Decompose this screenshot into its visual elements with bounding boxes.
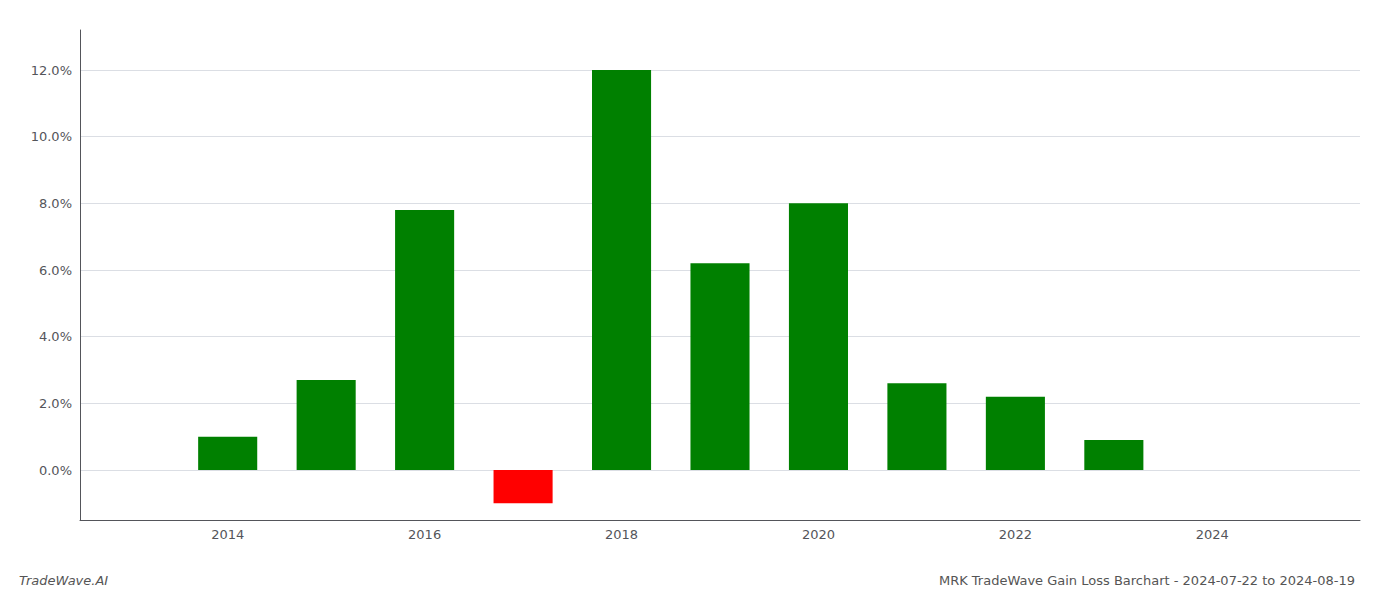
svg-text:8.0%: 8.0% xyxy=(39,196,72,211)
svg-text:2.0%: 2.0% xyxy=(39,396,72,411)
svg-text:MRK TradeWave Gain Loss Barcha: MRK TradeWave Gain Loss Barchart - 2024-… xyxy=(939,573,1355,588)
svg-text:0.0%: 0.0% xyxy=(39,463,72,478)
svg-text:6.0%: 6.0% xyxy=(39,263,72,278)
svg-text:2014: 2014 xyxy=(211,527,244,542)
svg-text:2018: 2018 xyxy=(605,527,638,542)
svg-text:12.0%: 12.0% xyxy=(31,63,72,78)
svg-text:TradeWave.AI: TradeWave.AI xyxy=(19,573,108,588)
svg-text:2024: 2024 xyxy=(1196,527,1229,542)
svg-text:2020: 2020 xyxy=(802,527,835,542)
svg-text:2022: 2022 xyxy=(999,527,1032,542)
svg-text:2016: 2016 xyxy=(408,527,441,542)
svg-text:10.0%: 10.0% xyxy=(31,129,72,144)
svg-text:4.0%: 4.0% xyxy=(39,329,72,344)
